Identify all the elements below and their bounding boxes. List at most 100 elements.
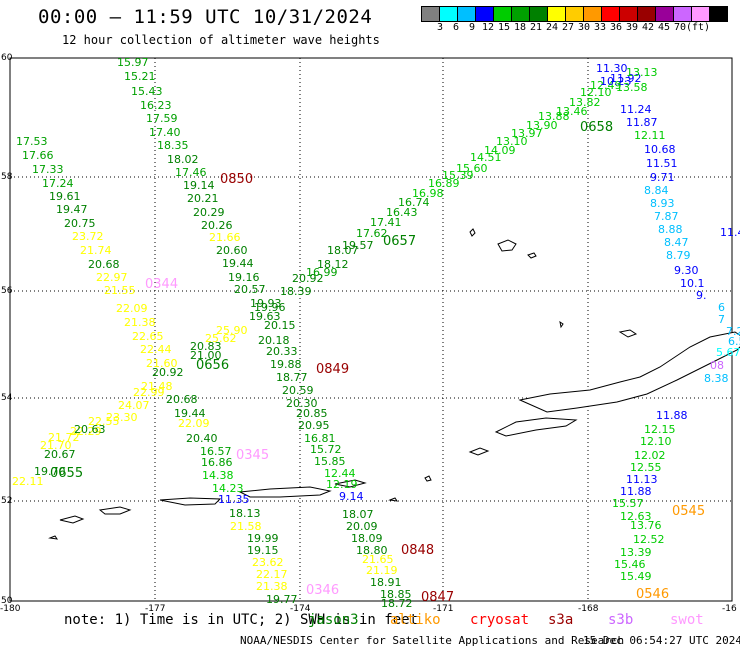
satellite-s3a: s3a (548, 612, 574, 628)
legend-label: 36 (609, 22, 623, 33)
swh-reading: 18.35 (157, 139, 189, 152)
swh-reading: 11.13 (626, 473, 658, 486)
swh-reading: 19.77 (266, 593, 298, 606)
swh-reading: 15.43 (131, 85, 163, 98)
island-outline (59, 515, 85, 524)
pass-time-label: 0345 (236, 448, 269, 463)
swh-reading: 20.68 (166, 393, 198, 406)
swh-reading: 13.39 (620, 546, 652, 559)
swh-reading: 11.30 (596, 62, 628, 75)
island-outline (48, 535, 59, 540)
swh-reading: 8.93 (650, 197, 675, 210)
legend-label: 18 (513, 22, 527, 33)
swh-reading: 20.85 (296, 407, 328, 420)
swh-reading: 13.13 (626, 66, 658, 79)
swh-reading: 20.63 (74, 423, 106, 436)
swh-reading: 21.00 (190, 349, 222, 362)
swh-reading: 21.19 (366, 564, 398, 577)
swh-reading: 14.51 (470, 151, 502, 164)
satellite-altiko: altiko (390, 612, 441, 628)
swh-reading: 18.85 (380, 588, 412, 601)
legend-label: 3 (436, 22, 444, 33)
swh-reading: 20.33 (266, 345, 298, 358)
swh-reading: 21.38 (124, 316, 156, 329)
swh-reading: 16.43 (386, 206, 418, 219)
pass-time-label: 0848 (401, 543, 434, 558)
island-outline (334, 479, 367, 488)
island-outline (618, 329, 638, 338)
pass-time-label: 0847 (421, 590, 454, 605)
swh-reading: 20.83 (190, 340, 222, 353)
swh-reading: 21.58 (230, 520, 262, 533)
swh-reading: 23.62 (252, 556, 284, 569)
legend-label: 30 (577, 22, 591, 33)
satellite-cryosat: cryosat (470, 612, 530, 628)
swh-reading: 8.88 (658, 223, 683, 236)
swh-reading: 21.66 (209, 231, 241, 244)
swh-reading: 16.86 (201, 456, 233, 469)
swh-reading: 11.87 (626, 116, 658, 129)
island-outline (469, 228, 476, 237)
swh-reading: 20.95 (298, 419, 330, 432)
swh-reading: 15.49 (620, 570, 652, 583)
swh-reading: 14.23 (212, 482, 244, 495)
swh-reading: 15.46 (614, 558, 646, 571)
swh-reading: 12.15 (644, 423, 676, 436)
swh-reading: 11.88 (620, 485, 652, 498)
swh-reading: 21.74 (80, 244, 112, 257)
legend-label: (ft) (686, 22, 711, 33)
swh-reading: 13.46 (556, 105, 588, 118)
swh-reading: 9. (696, 289, 707, 302)
pass-time-label: 0344 (145, 277, 178, 292)
swh-reading: 7.87 (654, 210, 679, 223)
swh-reading: 10.23 (600, 75, 632, 88)
swh-reading: 13.82 (569, 96, 601, 109)
legend-label: 21 (529, 22, 543, 33)
swh-reading: 18.91 (370, 576, 402, 589)
swh-reading: 18.12 (317, 258, 349, 271)
island-outline (159, 497, 222, 506)
swh-reading: 14.09 (484, 144, 516, 157)
swh-reading: 22.17 (256, 568, 288, 581)
swh-reading: 15.21 (124, 70, 156, 83)
swh-reading: 20.59 (282, 384, 314, 397)
swh-reading: 16.98 (412, 187, 444, 200)
swh-reading: 14.38 (202, 469, 234, 482)
swh-reading: 5.67 (716, 346, 740, 359)
swh-reading: 20.67 (44, 448, 76, 461)
swh-reading: 19.63 (249, 310, 281, 323)
pass-time-label: 0545 (672, 504, 705, 519)
legend-label: 45 (657, 22, 671, 33)
pass-time-label: 0346 (306, 583, 339, 598)
swh-reading: 25.62 (205, 332, 237, 345)
swh-reading: 20.57 (234, 283, 266, 296)
swh-reading: 21.72 (48, 431, 80, 444)
swh-reading: 10.1 (680, 277, 705, 290)
swh-reading: 15.72 (310, 443, 342, 456)
swh-reading: 16.99 (306, 266, 338, 279)
swh-reading: 8.47 (664, 236, 689, 249)
longitude-label: -168 (578, 604, 599, 614)
swh-reading: 20.15 (264, 319, 296, 332)
swh-reading: 20.09 (346, 520, 378, 533)
swh-reading: 20.92 (152, 366, 184, 379)
swh-reading: 11.43 (720, 226, 740, 239)
swh-reading: 17.33 (32, 163, 64, 176)
swh-reading: 20.29 (193, 206, 225, 219)
swh-reading: 15.39 (442, 169, 474, 182)
swh-reading: 11.35 (218, 493, 250, 506)
swh-reading: 17.62 (356, 227, 388, 240)
swh-reading: 12.55 (630, 461, 662, 474)
swh-reading: 17.66 (22, 149, 54, 162)
swh-reading: 12.49 (590, 79, 622, 92)
island-outline (518, 331, 740, 413)
swh-reading: 20.40 (186, 432, 218, 445)
swh-reading: 20.68 (88, 258, 120, 271)
satellite-swot: swot (670, 612, 704, 628)
swh-reading: 20.18 (258, 334, 290, 347)
swh-reading: 12.52 (633, 533, 665, 546)
swh-reading: 8.84 (644, 184, 669, 197)
legend-label: 6 (452, 22, 460, 33)
latitude-label: 58 (1, 172, 13, 182)
